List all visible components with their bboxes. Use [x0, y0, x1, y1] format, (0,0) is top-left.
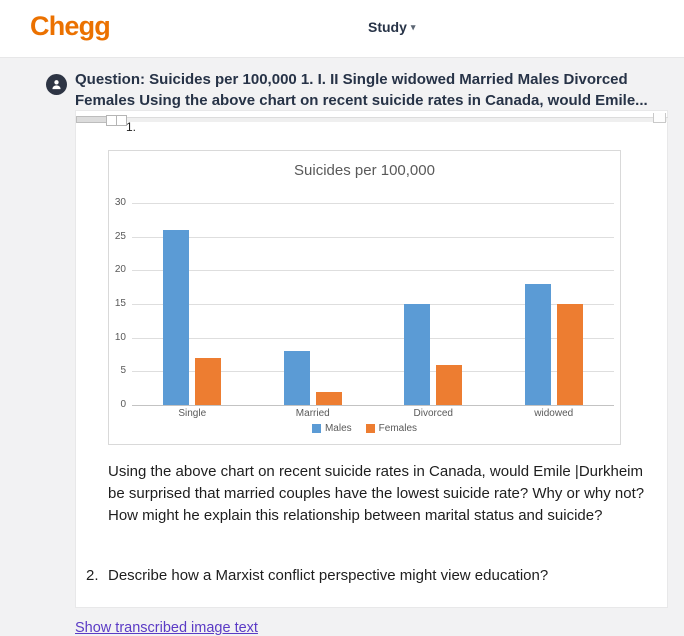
bar-females-married	[315, 391, 342, 405]
y-tick-label-20: 20	[114, 264, 126, 276]
scrollbar-thumb[interactable]	[76, 116, 107, 123]
image-horizontal-scrollbar[interactable]	[76, 117, 668, 122]
category-label-widowed: widowed	[534, 408, 574, 419]
list-item-2-text: Describe how a Marxist conflict perspect…	[108, 567, 549, 584]
paragraph-line-1: Using the above chart on recent suicide …	[108, 463, 644, 480]
question-content-card: 1. Suicides per 100,000 0 5 10 15 20 25 30 Sing…	[75, 110, 668, 608]
study-dropdown[interactable]: Study ▾	[368, 19, 415, 35]
show-transcribed-image-text-link[interactable]: Show transcribed image text	[75, 620, 258, 636]
question-heading-line-2: Females Using the above chart on recent …	[75, 92, 648, 109]
top-header: Chegg Study ▾	[0, 0, 684, 58]
gridline-30	[132, 203, 614, 204]
bar-males-married	[283, 351, 310, 405]
scrollbar-end-cap[interactable]	[653, 113, 666, 123]
list-item-1-number: 1.	[126, 120, 137, 134]
bar-males-single	[163, 229, 190, 405]
x-axis-line	[132, 405, 614, 406]
bar-females-single	[195, 357, 222, 405]
legend-swatch-females	[365, 424, 375, 433]
y-tick-label-10: 10	[114, 331, 126, 343]
gridline-10	[132, 337, 614, 339]
bar-males-widowed	[524, 283, 551, 405]
legend-label-females: Females	[378, 423, 418, 434]
suicide-rates-bar-chart: Suicides per 100,000 0 5 10 15 20 25 30 Single M…	[108, 150, 621, 445]
question-author-icon	[46, 74, 67, 95]
category-label-married: Married	[295, 408, 330, 419]
legend-swatch-males	[311, 424, 321, 433]
question-paragraph: Using the above chart on recent suicide …	[108, 461, 644, 527]
y-tick-label-30: 30	[114, 197, 126, 208]
chegg-logo[interactable]: Chegg	[30, 11, 111, 41]
chevron-down-icon: ▾	[410, 22, 416, 32]
bar-males-divorced	[404, 304, 431, 405]
legend-item-males: Males	[311, 423, 352, 434]
y-tick-label-25: 25	[114, 230, 126, 242]
paragraph-line-3: How might he explain this relationship b…	[108, 507, 603, 524]
legend-item-females: Females	[365, 423, 418, 434]
bar-females-widowed	[556, 304, 583, 405]
y-tick-label-5: 5	[120, 365, 126, 377]
legend-label-males: Males	[324, 423, 352, 434]
question-heading-line-1: Question: Suicides per 100,000 1. I. II …	[75, 71, 628, 88]
gridline-20	[132, 270, 614, 272]
scrollbar-drag-handle[interactable]	[106, 115, 127, 126]
y-tick-label-15: 15	[114, 298, 126, 309]
chart-legend: Males Females	[109, 423, 620, 434]
paragraph-line-2: be surprised that married couples have t…	[108, 485, 645, 502]
gridline-15	[132, 304, 614, 305]
category-label-divorced: Divorced	[413, 408, 453, 419]
chart-title: Suicides per 100,000	[294, 162, 435, 179]
category-label-single: Single	[178, 408, 207, 419]
question-heading: Question: Suicides per 100,000 1. I. II …	[75, 69, 675, 111]
list-item-2-number: 2.	[86, 567, 99, 584]
study-dropdown-label: Study	[368, 19, 407, 35]
gridline-5	[132, 371, 614, 373]
person-icon	[52, 80, 61, 90]
gridline-25	[132, 236, 614, 238]
bar-females-divorced	[436, 364, 463, 405]
y-tick-label-0: 0	[120, 399, 126, 410]
